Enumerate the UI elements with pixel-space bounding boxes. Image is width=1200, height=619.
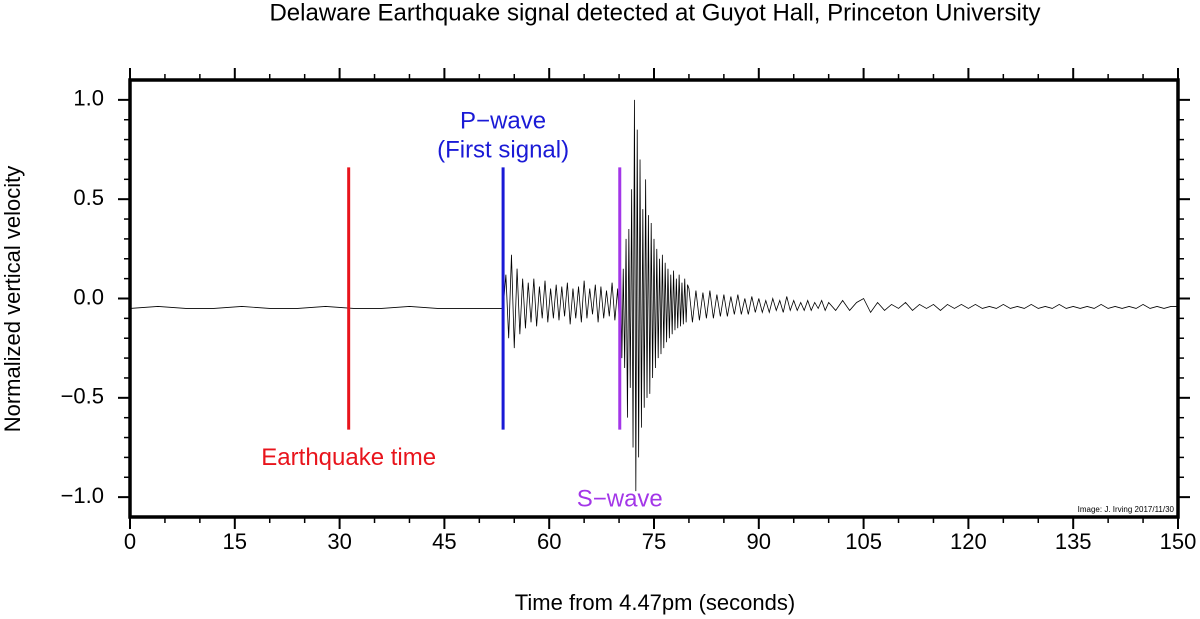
- credit: Image: J. Irving 2017/11/30: [1078, 505, 1175, 514]
- x-tick-label: 120: [950, 529, 987, 554]
- x-tick-label: 90: [747, 529, 771, 554]
- x-tick-label: 45: [432, 529, 456, 554]
- x-tick-label: 135: [1055, 529, 1092, 554]
- x-tick-label: 30: [327, 529, 351, 554]
- y-axis-label: Normalized vertical velocity: [0, 166, 25, 433]
- marker-label: S−wave: [577, 485, 663, 512]
- x-tick-label: 15: [223, 529, 247, 554]
- y-tick-label: 0.5: [73, 185, 104, 210]
- marker-label: (First signal): [437, 137, 569, 164]
- y-tick-label: −0.5: [61, 384, 104, 409]
- marker-label: Earthquake time: [261, 444, 436, 471]
- x-tick-label: 60: [537, 529, 561, 554]
- marker-label: P−wave: [460, 108, 546, 135]
- x-tick-label: 105: [845, 529, 882, 554]
- y-tick-label: 0.0: [73, 284, 104, 309]
- x-tick-label: 150: [1160, 529, 1197, 554]
- y-tick-label: 1.0: [73, 86, 104, 111]
- x-tick-label: 0: [124, 529, 136, 554]
- signal-line: [129, 99, 1178, 492]
- y-tick-label: −1.0: [61, 483, 104, 508]
- x-tick-label: 75: [642, 529, 666, 554]
- plot-frame: [128, 78, 1180, 519]
- x-axis-label: Time from 4.47pm (seconds): [515, 590, 795, 615]
- chart-title: Delaware Earthquake signal detected at G…: [269, 0, 1040, 26]
